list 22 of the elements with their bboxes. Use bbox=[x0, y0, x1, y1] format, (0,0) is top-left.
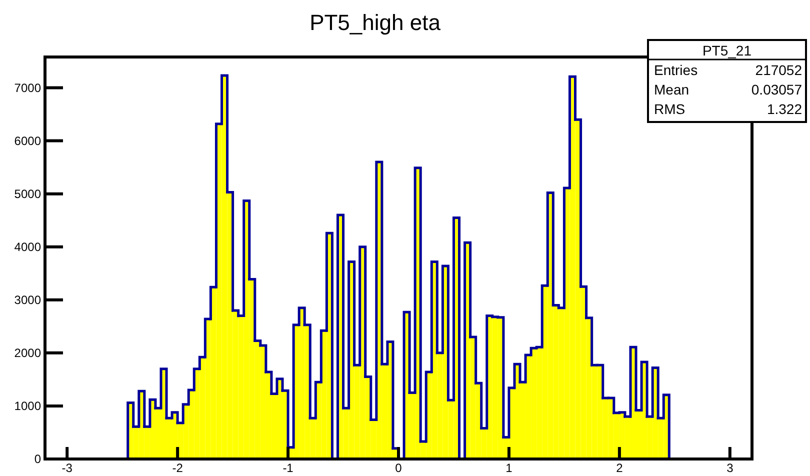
x-tick-label: 2 bbox=[616, 461, 624, 475]
y-tick-label: 4000 bbox=[14, 240, 42, 254]
annotation: PT5_21 bbox=[702, 42, 752, 58]
x-tick-label: 1 bbox=[506, 461, 513, 475]
x-tick-label: -3 bbox=[62, 461, 73, 475]
y-tick-label: 1000 bbox=[14, 399, 42, 414]
annotation: 0.03057 bbox=[751, 82, 802, 98]
text: 217052 bbox=[755, 62, 802, 78]
annotation: Mean bbox=[654, 82, 690, 98]
text: 1.322 bbox=[766, 101, 802, 117]
x-tick-label: 0 bbox=[395, 461, 402, 475]
y-tick-label: 2000 bbox=[14, 346, 42, 360]
y-tick-label: 7000 bbox=[14, 80, 42, 95]
y-tick-label: 6000 bbox=[14, 134, 42, 148]
x-tick-label: -2 bbox=[172, 461, 184, 475]
annotation: Entries bbox=[654, 62, 698, 78]
x-tick-label: 3 bbox=[726, 461, 734, 475]
y-tick-label: 3000 bbox=[14, 293, 42, 308]
y-tick-label: 5000 bbox=[14, 187, 42, 202]
annotation: RMS bbox=[654, 101, 686, 117]
x-tick-label: -1 bbox=[282, 461, 294, 475]
chart-title: PT5_high eta bbox=[310, 10, 442, 35]
